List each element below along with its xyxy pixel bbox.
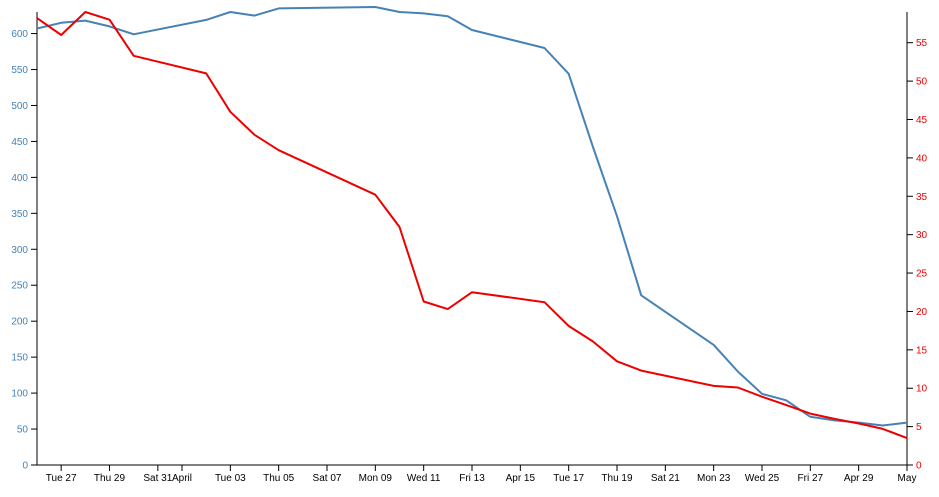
y-left-tick-label: 350 — [11, 209, 28, 220]
y-left-tick-label: 50 — [17, 425, 29, 436]
series-line-right-axis — [36, 11, 908, 440]
x-tick-label: Sat 31 — [143, 473, 172, 484]
y-right-tick-label: 45 — [916, 115, 928, 126]
x-tick-label: Thu 05 — [263, 473, 295, 484]
y-left-tick-label: 200 — [11, 317, 28, 328]
x-tick-label: Mon 23 — [697, 473, 731, 484]
x-tick-label: Apr 15 — [506, 473, 536, 484]
x-tick-label: Apr 29 — [844, 473, 874, 484]
y-right-tick-label: 25 — [916, 269, 928, 280]
y-axis-left: 0 50 100 150 200 250 300 350 400 450 500 550 600 — [11, 12, 38, 472]
x-axis: Tue 27 Thu 29 Sat 31 April Tue 03 Thu 05 Sat 0… — [37, 464, 917, 484]
y-right-tick-label: 40 — [916, 153, 928, 164]
x-tick-label: Fri 13 — [459, 473, 485, 484]
y-right-tick-label: 5 — [916, 422, 922, 433]
x-tick-label: Tue 03 — [215, 473, 246, 484]
y-right-tick-label: 50 — [916, 77, 928, 88]
y-right-tick-label: 0 — [916, 461, 922, 472]
series-layer — [36, 6, 908, 440]
y-left-tick-label: 300 — [11, 245, 28, 256]
series-line-left-axis — [36, 6, 908, 427]
y-left-tick-label: 400 — [11, 173, 28, 184]
x-tick-label: Wed 25 — [745, 473, 780, 484]
y-left-tick-label: 250 — [11, 281, 28, 292]
y-right-tick-label: 55 — [916, 38, 928, 49]
x-tick-label: Sat 07 — [313, 473, 342, 484]
y-axis-right: 0 5 10 15 20 25 30 35 40 45 50 55 — [906, 12, 928, 472]
y-right-tick-label: 15 — [916, 345, 928, 356]
y-left-tick-label: 550 — [11, 65, 28, 76]
x-tick-label: Mon 09 — [359, 473, 393, 484]
y-left-tick-label: 600 — [11, 29, 28, 40]
y-right-tick-label: 10 — [916, 384, 928, 395]
x-tick-label: Thu 29 — [94, 473, 126, 484]
x-tick-label: Sat 21 — [651, 473, 680, 484]
y-right-tick-label: 35 — [916, 192, 928, 203]
x-tick-label: Wed 11 — [407, 473, 441, 484]
y-left-tick-label: 0 — [22, 461, 28, 472]
x-tick-label: Tue 27 — [46, 473, 77, 484]
x-tick-label: April — [172, 473, 192, 484]
x-tick-label: Tue 17 — [553, 473, 584, 484]
y-left-tick-label: 150 — [11, 353, 28, 364]
y-right-tick-label: 30 — [916, 230, 928, 241]
y-left-tick-label: 500 — [11, 101, 28, 112]
x-tick-label: Fri 27 — [798, 473, 824, 484]
x-tick-label: May — [898, 473, 917, 484]
x-tick-label: Thu 19 — [601, 473, 633, 484]
y-right-tick-label: 20 — [916, 307, 928, 318]
y-left-tick-label: 450 — [11, 137, 28, 148]
y-left-tick-label: 100 — [11, 389, 28, 400]
